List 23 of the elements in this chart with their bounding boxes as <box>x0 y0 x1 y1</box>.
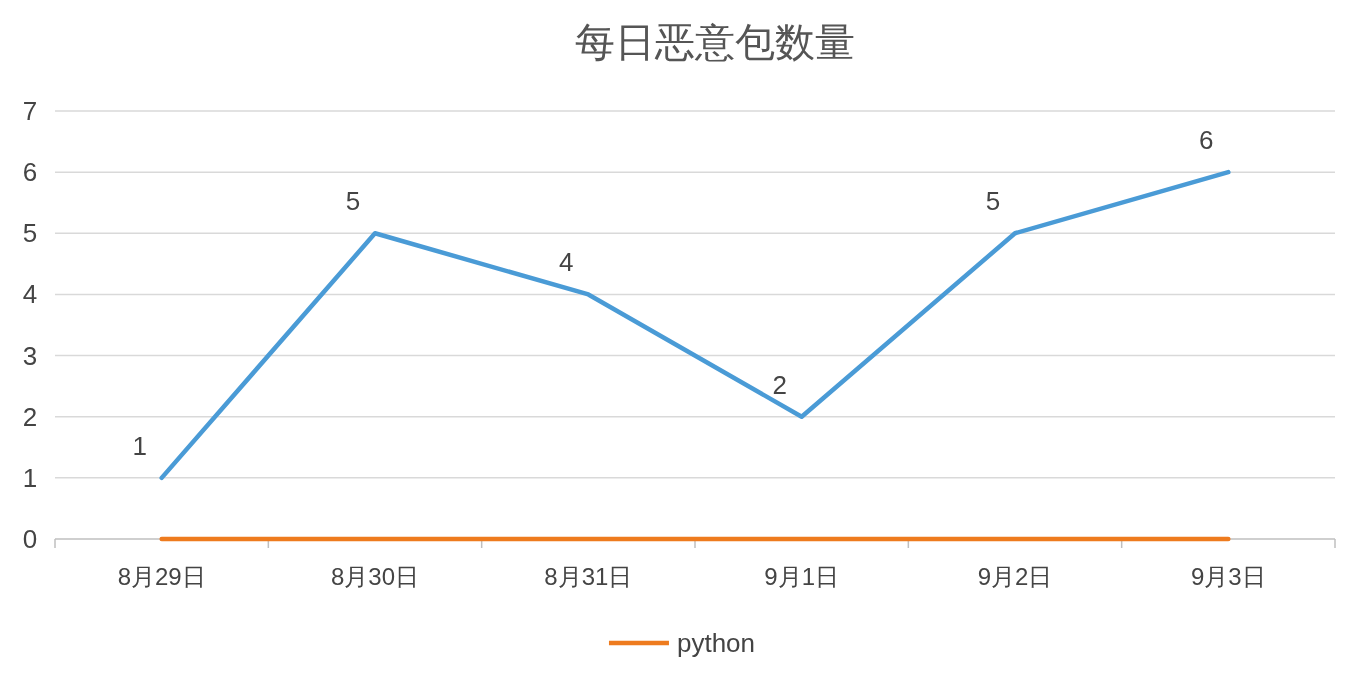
x-tick-label: 9月3日 <box>1190 563 1266 590</box>
legend-label: python <box>676 628 756 658</box>
y-tick-label: 2 <box>22 401 38 432</box>
y-tick-label: 3 <box>22 340 38 371</box>
data-label: 1 <box>132 430 147 461</box>
data-label: 6 <box>1199 125 1214 156</box>
x-tick-label: 8月30日 <box>330 563 420 590</box>
y-tick-label: 6 <box>22 157 38 188</box>
x-tick-label: 9月1日 <box>764 563 840 590</box>
y-tick-label: 4 <box>22 279 38 310</box>
chart-title: 每日恶意包数量 <box>575 20 855 64</box>
data-label: 4 <box>559 247 574 278</box>
y-tick-label: 1 <box>22 462 38 493</box>
y-tick-label: 0 <box>22 524 38 554</box>
data-label: 2 <box>772 369 787 400</box>
data-label: 5 <box>345 186 361 217</box>
data-label: 5 <box>985 186 1001 217</box>
y-tick-label: 5 <box>22 218 38 249</box>
x-tick-label: 8月29日 <box>117 563 206 590</box>
line-series <box>159 169 1231 481</box>
x-tick-label: 9月2日 <box>977 563 1053 590</box>
x-tick-label: 8月31日 <box>544 563 633 590</box>
y-tick-label: 7 <box>22 96 38 126</box>
